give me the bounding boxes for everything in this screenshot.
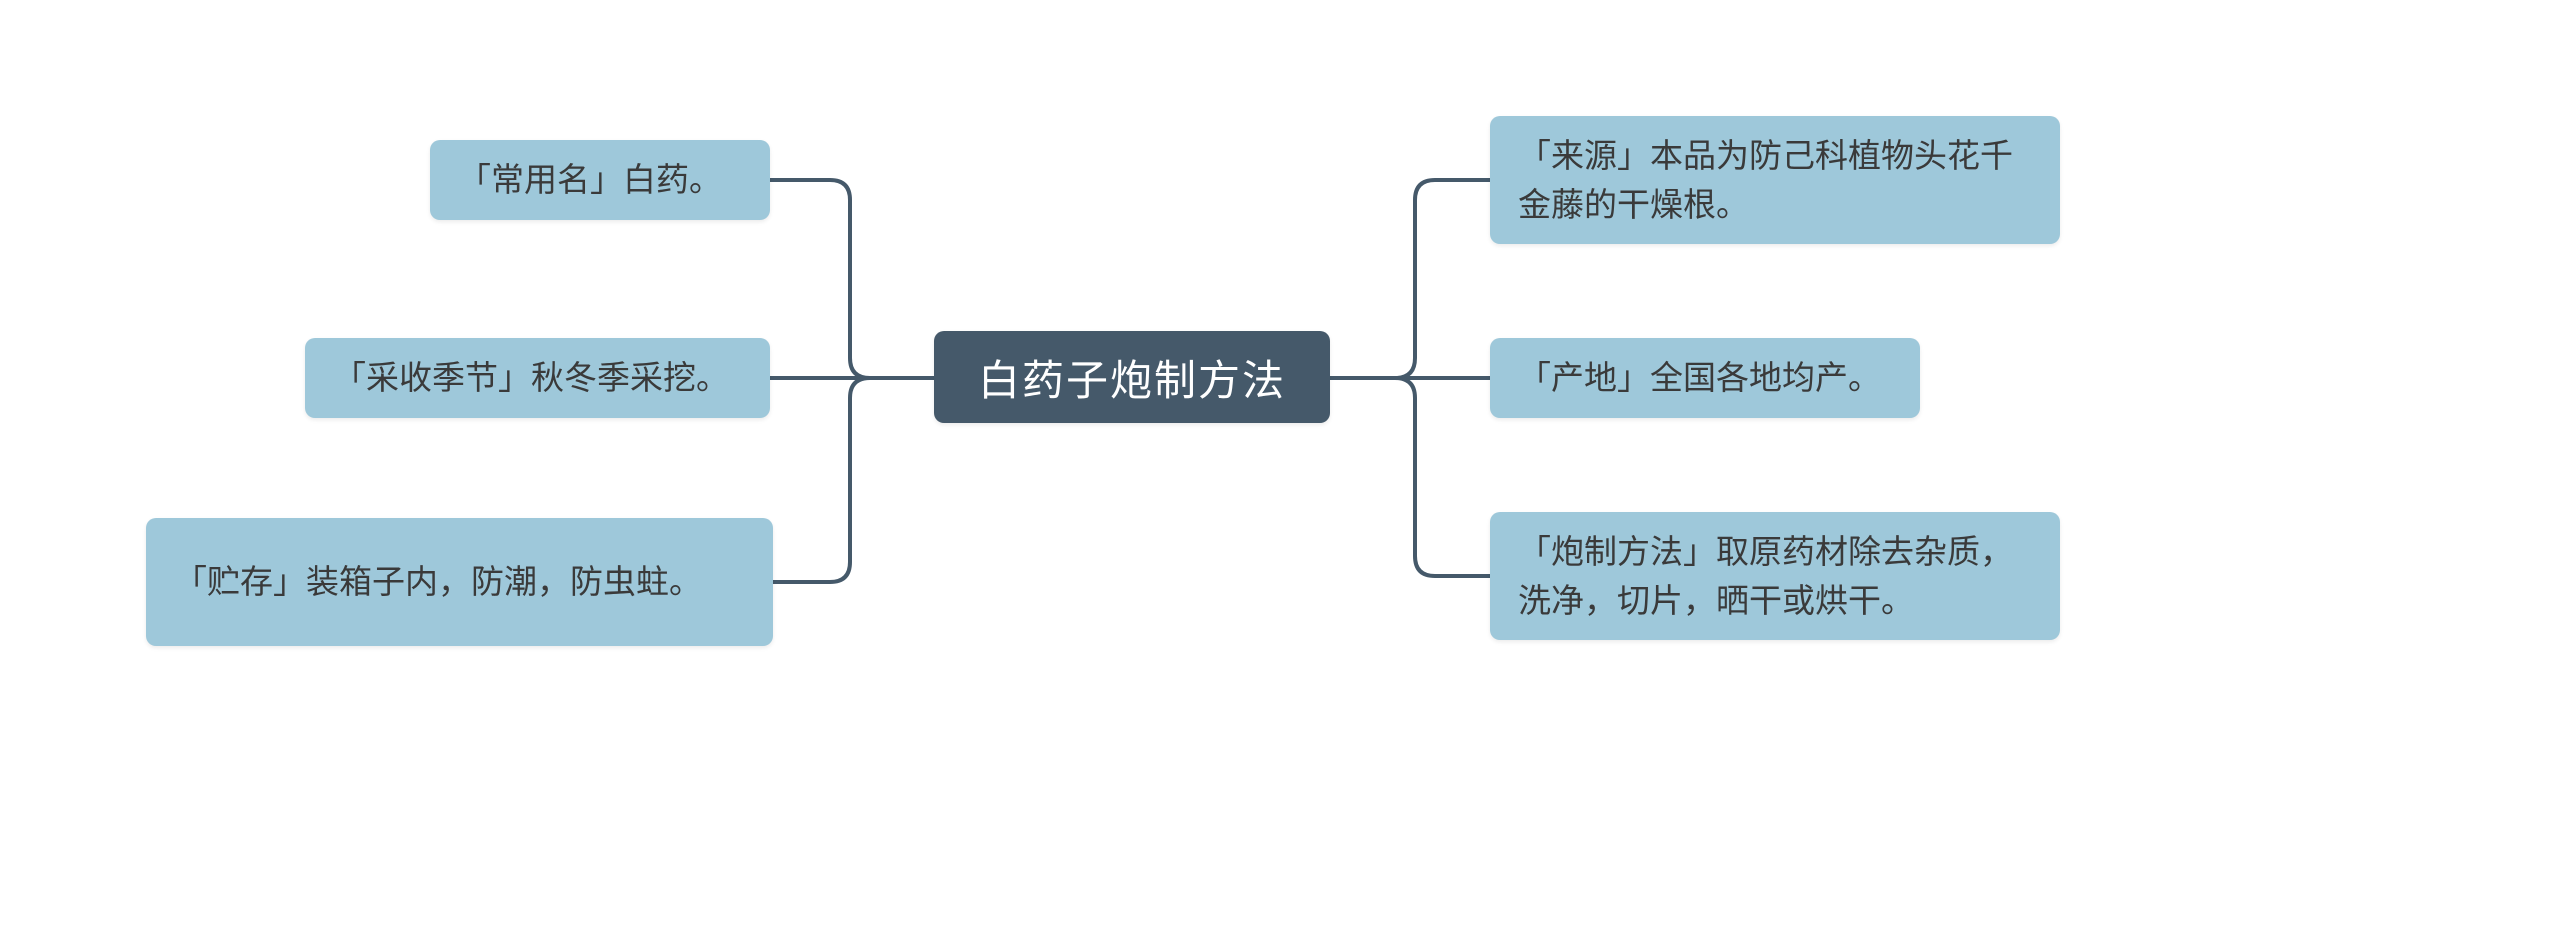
right-node-2[interactable]: 「炮制方法」取原药材除去杂质，洗净，切片，晒干或烘干。 [1490,512,2060,640]
right-node-1[interactable]: 「产地」全国各地均产。 [1490,338,1920,418]
connector-layer [0,0,2560,944]
right-node-1-label: 「产地」全国各地均产。 [1518,353,1881,403]
left-node-1-label: 「采收季节」秋冬季采挖。 [333,353,729,403]
right-node-0-label: 「来源」本品为防己科植物头花千金藤的干燥根。 [1518,131,2032,230]
left-node-0[interactable]: 「常用名」白药。 [430,140,770,220]
left-node-2[interactable]: 「贮存」装箱子内，防潮，防虫蛀。 [146,518,773,646]
connector-left-2 [773,378,934,582]
mindmap-container: 白药子炮制方法 「常用名」白药。 「采收季节」秋冬季采挖。 「贮存」装箱子内，防… [0,0,2560,944]
center-node[interactable]: 白药子炮制方法 [934,331,1330,423]
center-node-label: 白药子炮制方法 [978,347,1286,408]
connector-right-2 [1330,378,1490,576]
left-node-1[interactable]: 「采收季节」秋冬季采挖。 [305,338,770,418]
right-node-0[interactable]: 「来源」本品为防己科植物头花千金藤的干燥根。 [1490,116,2060,244]
right-node-2-label: 「炮制方法」取原药材除去杂质，洗净，切片，晒干或烘干。 [1518,527,2032,626]
connector-right-0 [1330,180,1490,378]
left-node-2-label: 「贮存」装箱子内，防潮，防虫蛀。 [174,557,702,607]
left-node-0-label: 「常用名」白药。 [458,155,722,205]
connector-left-0 [770,180,934,378]
